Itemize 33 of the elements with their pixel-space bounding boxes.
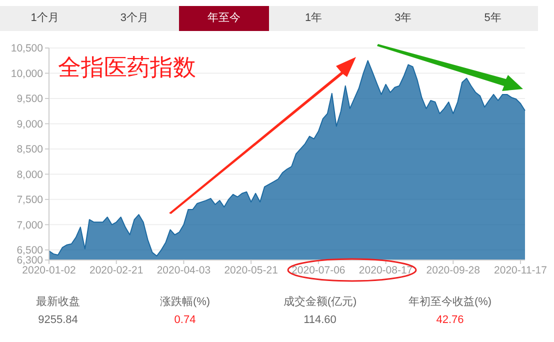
y-tick-label: 7,000: [16, 219, 44, 232]
x-tick-label: 2020-05-21: [224, 264, 278, 276]
text: 3年: [394, 11, 413, 26]
text: 42.76: [435, 314, 465, 326]
text: 1年: [304, 11, 324, 26]
y-tick-label: 10,500: [10, 42, 44, 55]
y-tick-label: 8,500: [16, 144, 44, 156]
x-tick-label: 2020-02-21: [90, 264, 144, 276]
text: 最新收盘: [35, 294, 81, 310]
x-tick-label: 2020-04-03: [156, 264, 211, 276]
y-tick-label: 9,000: [16, 118, 44, 130]
y-tick-label: 6,300: [16, 254, 44, 267]
text: 年初至今收益(%): [407, 294, 493, 310]
y-tick-label: 7,500: [16, 194, 44, 206]
text: 3个月: [119, 11, 150, 26]
y-tick-label: 9,500: [16, 93, 44, 106]
x-tick-label: 2020-09-28: [426, 264, 480, 276]
y-tick-label: 8,000: [16, 168, 44, 181]
text: 涨跌幅(%): [158, 295, 212, 310]
text: 年至今: [179, 6, 269, 31]
y-tick-label: 10,000: [10, 68, 44, 80]
x-tick-label: 2020-11-17: [494, 264, 548, 276]
text: 114.60: [302, 314, 338, 326]
x-tick-label: 2020-01-02: [22, 264, 76, 276]
text: 0.74: [173, 314, 197, 326]
text: 9255.84: [37, 314, 79, 326]
text: 成交金额(亿元): [282, 294, 358, 310]
text: 1个月: [30, 11, 60, 26]
y-tick-label: 6,500: [16, 244, 44, 257]
x-tick-label: 2020-08-17: [358, 264, 413, 276]
text: 5年: [483, 11, 502, 26]
x-tick-label: 2020-07-06: [292, 264, 346, 276]
chart-title: 全指医药指数: [58, 53, 196, 82]
